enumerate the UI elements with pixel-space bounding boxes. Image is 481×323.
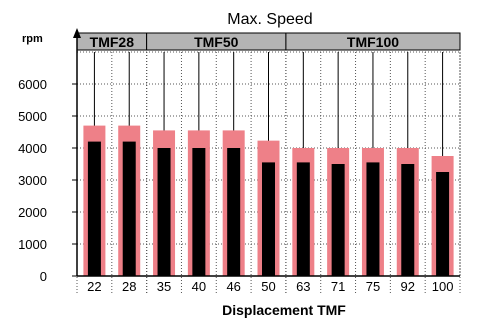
y-tick-label: 0 [40, 269, 47, 284]
y-tick-label: 2000 [18, 205, 47, 220]
y-axis-arrow [73, 28, 81, 38]
x-tick-label: 22 [87, 279, 101, 294]
y-tick-label: 3000 [18, 173, 47, 188]
x-tick-label: 50 [261, 279, 275, 294]
bar [401, 164, 415, 276]
axes [72, 28, 460, 277]
bar [157, 148, 171, 276]
x-tick-label: 63 [296, 279, 310, 294]
bar [227, 148, 241, 276]
bar [192, 148, 206, 276]
bar [366, 162, 380, 276]
x-tick-label: 71 [331, 279, 345, 294]
bar [331, 164, 345, 276]
group-label: TMF50 [194, 34, 239, 50]
bar [296, 162, 310, 276]
x-tick-label: 100 [432, 279, 454, 294]
group-label: TMF28 [90, 34, 135, 50]
bar [122, 141, 136, 276]
x-tick-label: 75 [366, 279, 380, 294]
tick-labels: 0 1000 2000 3000 4000 5000 6000 22 28 35 40 46 50 63 7… [18, 77, 453, 294]
group-header: TMF28 TMF50 TMF100 [76, 32, 461, 294]
x-tick-label: 92 [401, 279, 415, 294]
bars [83, 125, 454, 276]
bar [87, 141, 101, 276]
x-tick-label: 35 [157, 279, 171, 294]
y-tick-label: 5000 [18, 109, 47, 124]
x-axis-label: Displacement TMF [222, 302, 346, 318]
chart-title: Max. Speed [227, 11, 312, 28]
y-axis-label: rpm [22, 33, 43, 45]
bar [262, 162, 275, 276]
x-tick-label: 46 [226, 279, 240, 294]
y-tick-label: 4000 [18, 141, 47, 156]
group-band [285, 32, 461, 51]
x-tick-label: 40 [192, 279, 206, 294]
bar [436, 172, 450, 276]
group-label: TMF100 [347, 34, 399, 50]
y-tick-label: 6000 [18, 77, 47, 92]
y-tick-label: 1000 [18, 237, 47, 252]
x-tick-label: 28 [122, 279, 136, 294]
